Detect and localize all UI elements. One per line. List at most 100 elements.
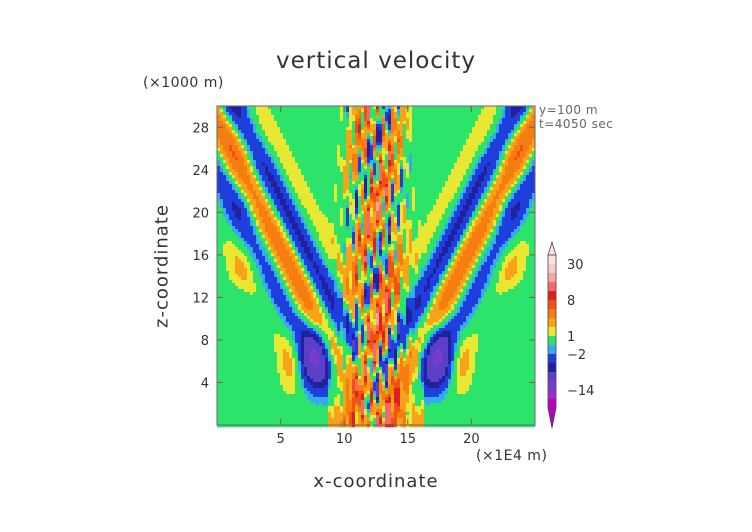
heatmap-cell	[424, 121, 428, 125]
heatmap-cell	[277, 154, 281, 158]
heatmap-cell	[328, 226, 332, 230]
heatmap-cell	[343, 181, 347, 185]
heatmap-cell	[256, 229, 260, 233]
heatmap-cell	[448, 112, 452, 116]
heatmap-cell	[328, 196, 332, 200]
heatmap-cell	[343, 112, 347, 116]
heatmap-cell	[481, 160, 485, 164]
heatmap-cell	[361, 157, 365, 161]
heatmap-cell	[460, 208, 464, 212]
heatmap-cell	[382, 193, 386, 197]
heatmap-cell	[304, 160, 308, 164]
heatmap-cell	[508, 181, 512, 185]
heatmap-cell	[337, 151, 341, 155]
heatmap-cell	[259, 106, 263, 110]
heatmap-cell	[397, 235, 401, 239]
heatmap-cell	[277, 217, 281, 221]
heatmap-cell	[433, 151, 437, 155]
heatmap-cell	[505, 139, 509, 143]
heatmap-cell	[508, 130, 512, 134]
heatmap-cell	[307, 112, 311, 116]
heatmap-cell	[289, 169, 293, 173]
heatmap-cell	[382, 133, 386, 137]
heatmap-cell	[487, 202, 491, 206]
heatmap-cell	[457, 199, 461, 203]
heatmap-cell	[304, 136, 308, 140]
heatmap-cell	[391, 127, 395, 131]
heatmap-cell	[340, 139, 344, 143]
heatmap-cell	[391, 118, 395, 122]
heatmap-cell	[484, 244, 488, 248]
heatmap-cell	[514, 127, 518, 131]
heatmap-cell	[526, 187, 530, 191]
heatmap-cell	[316, 184, 320, 188]
heatmap-cell	[469, 175, 473, 179]
heatmap-cell	[508, 160, 512, 164]
heatmap-cell	[280, 193, 284, 197]
heatmap-cell	[337, 133, 341, 137]
heatmap-cell	[367, 163, 371, 167]
heatmap-cell	[472, 235, 476, 239]
heatmap-cell	[460, 172, 464, 176]
heatmap-cell	[373, 184, 377, 188]
heatmap-cell	[496, 118, 500, 122]
heatmap-cell	[481, 217, 485, 221]
heatmap-cell	[529, 190, 533, 194]
heatmap-cell	[322, 226, 326, 230]
heatmap-cell	[430, 136, 434, 140]
heatmap-cell	[349, 226, 353, 230]
heatmap-cell	[532, 214, 536, 218]
heatmap-cell	[421, 148, 425, 152]
heatmap-cell	[481, 241, 485, 245]
heatmap-cell	[223, 136, 227, 140]
heatmap-cell	[271, 136, 275, 140]
heatmap-cell	[514, 130, 518, 134]
heatmap-cell	[484, 178, 488, 182]
heatmap-cell	[352, 235, 356, 239]
heatmap-cell	[355, 154, 359, 158]
heatmap-cell	[442, 184, 446, 188]
heatmap-cell	[511, 151, 515, 155]
heatmap-cell	[505, 133, 509, 137]
heatmap-cell	[253, 238, 257, 242]
heatmap-cell	[349, 109, 353, 113]
heatmap-cell	[367, 124, 371, 128]
heatmap-cell	[253, 172, 257, 176]
heatmap-cell	[421, 205, 425, 209]
heatmap-cell	[352, 244, 356, 248]
heatmap-cell	[250, 121, 254, 125]
heatmap-cell	[457, 184, 461, 188]
heatmap-cell	[409, 205, 413, 209]
heatmap-cell	[448, 190, 452, 194]
heatmap-cell	[361, 112, 365, 116]
heatmap-cell	[508, 196, 512, 200]
heatmap-cell	[361, 178, 365, 182]
heatmap-cell	[325, 175, 329, 179]
heatmap-cell	[436, 202, 440, 206]
heatmap-cell	[529, 127, 533, 131]
heatmap-cell	[304, 172, 308, 176]
heatmap-cell	[298, 226, 302, 230]
heatmap-cell	[505, 163, 509, 167]
heatmap-cell	[445, 238, 449, 242]
heatmap-cell	[304, 193, 308, 197]
heatmap-cell	[472, 166, 476, 170]
heatmap-cell	[271, 226, 275, 230]
heatmap-cell	[487, 124, 491, 128]
heatmap-cell	[454, 217, 458, 221]
heatmap-cell	[508, 124, 512, 128]
heatmap-cell	[439, 154, 443, 158]
heatmap-cell	[265, 157, 269, 161]
heatmap-cell	[391, 211, 395, 215]
heatmap-cell	[331, 154, 335, 158]
heatmap-cell	[460, 178, 464, 182]
heatmap-cell	[310, 139, 314, 143]
heatmap-cell	[256, 238, 260, 242]
heatmap-cell	[463, 109, 467, 113]
heatmap-cell	[307, 142, 311, 146]
heatmap-cell	[355, 106, 359, 110]
heatmap-cell	[436, 145, 440, 149]
heatmap-cell	[523, 208, 527, 212]
heatmap-cell	[220, 136, 224, 140]
heatmap-cell	[460, 130, 464, 134]
